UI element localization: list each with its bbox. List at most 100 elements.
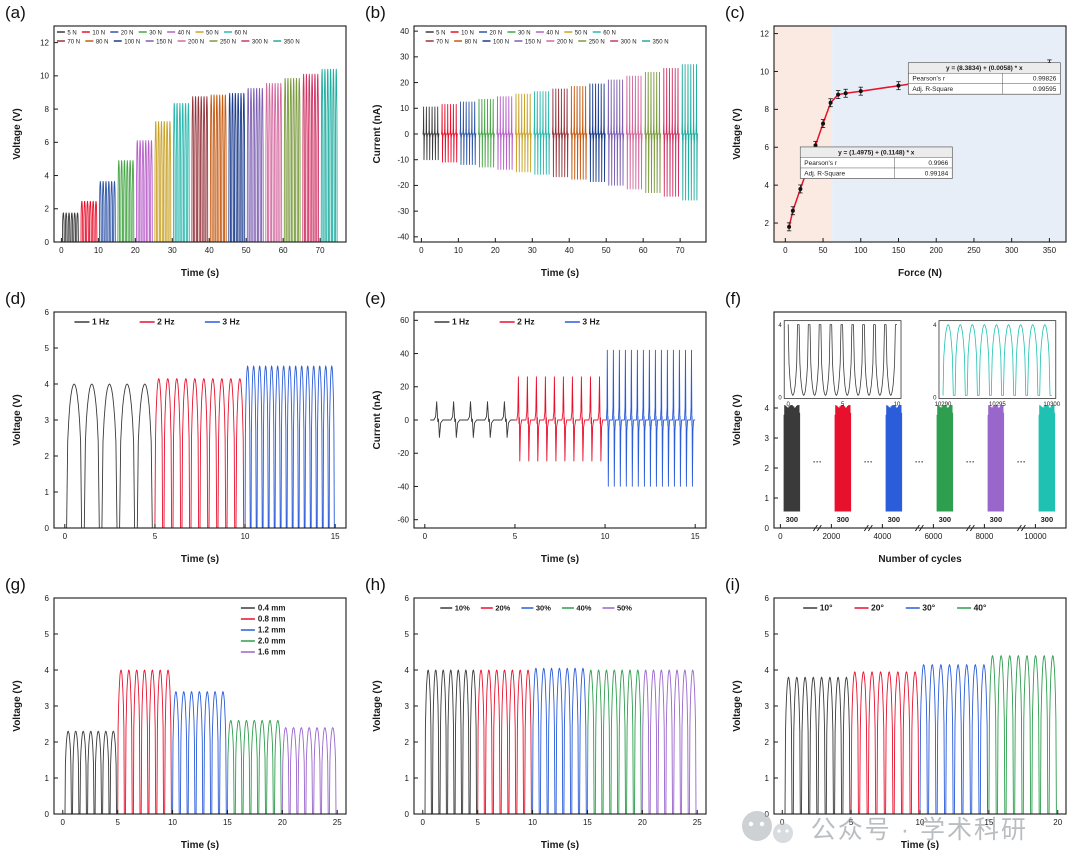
svg-text:40: 40 (400, 27, 409, 36)
svg-text:15: 15 (691, 532, 700, 541)
svg-text:300: 300 (990, 515, 1003, 524)
svg-text:150: 150 (892, 246, 906, 255)
svg-text:300: 300 (837, 515, 850, 524)
panel-a: (a) 0 10 20 30 40 50 60 70 0 2 4 6 8 10 12 Time (s) Volt… (0, 0, 360, 286)
svg-text:-20: -20 (397, 449, 409, 458)
panel-h: (h) 0 5 10 15 20 25 0 1 2 3 4 5 6 Time (s) Voltage (V)… (360, 572, 720, 858)
panel-f: (f) 300 300 300 300 300 300 ··· ··· ··· ··· ··· 4 0 0… (720, 286, 1080, 572)
svg-text:4: 4 (45, 666, 50, 675)
svg-text:30: 30 (168, 246, 177, 255)
svg-text:1 Hz: 1 Hz (92, 316, 109, 326)
watermark: 公众号 · 学术科研 (737, 808, 1028, 848)
svg-text:25: 25 (693, 818, 702, 827)
panel-a-label: (a) (5, 3, 26, 22)
svg-text:5: 5 (45, 630, 50, 639)
svg-text:0: 0 (778, 395, 782, 401)
svg-text:0: 0 (59, 246, 64, 255)
watermark-text: 公众号 · 学术科研 (810, 816, 1028, 844)
svg-text:Time (s): Time (s) (181, 268, 219, 279)
svg-text:30 N: 30 N (518, 30, 531, 36)
svg-text:300 N: 300 N (252, 39, 268, 45)
svg-text:20: 20 (491, 246, 500, 255)
svg-text:4: 4 (405, 666, 410, 675)
svg-text:5: 5 (841, 402, 845, 408)
svg-text:Voltage (V): Voltage (V) (12, 108, 23, 159)
svg-text:4: 4 (45, 171, 50, 180)
svg-text:5: 5 (115, 818, 120, 827)
svg-text:300: 300 (888, 515, 901, 524)
svg-text:1: 1 (405, 774, 410, 783)
svg-text:60 N: 60 N (603, 30, 616, 36)
svg-text:300: 300 (1005, 246, 1019, 255)
svg-text:10: 10 (400, 104, 409, 113)
svg-text:40: 40 (565, 246, 574, 255)
svg-text:15: 15 (984, 818, 993, 827)
svg-text:5 N: 5 N (67, 30, 76, 36)
svg-text:40 N: 40 N (546, 30, 559, 36)
svg-text:0.8 mm: 0.8 mm (258, 615, 286, 624)
svg-text:40°: 40° (974, 602, 987, 612)
svg-text:40: 40 (205, 246, 214, 255)
svg-text:2: 2 (45, 452, 50, 461)
panel-g-label: (g) (5, 575, 26, 594)
panel-d-label: (d) (5, 289, 26, 308)
svg-text:0.9966: 0.9966 (928, 160, 948, 167)
svg-text:250: 250 (967, 246, 981, 255)
svg-text:2: 2 (405, 738, 410, 747)
panel-b: (b) 0 10 20 30 40 50 60 70 -40 -30 -20 -10 0 10 20 30 40… (360, 0, 720, 286)
svg-text:20: 20 (1053, 818, 1062, 827)
svg-text:25: 25 (333, 818, 342, 827)
svg-text:40%: 40% (576, 603, 591, 612)
svg-text:70 N: 70 N (67, 39, 80, 45)
svg-text:10: 10 (528, 818, 537, 827)
svg-text:12: 12 (40, 38, 49, 47)
svg-text:150 N: 150 N (525, 39, 541, 45)
svg-text:20%: 20% (495, 603, 510, 612)
svg-text:y = (1.4975) + (0.1148) * x: y = (1.4975) + (0.1148) * x (838, 149, 915, 156)
svg-text:1.2 mm: 1.2 mm (258, 626, 286, 635)
svg-text:0: 0 (421, 818, 426, 827)
svg-text:Number of cycles: Number of cycles (878, 554, 962, 565)
svg-text:10: 10 (168, 818, 177, 827)
svg-text:70 N: 70 N (436, 39, 449, 45)
svg-text:-40: -40 (397, 482, 409, 491)
svg-text:350 N: 350 N (653, 39, 669, 45)
svg-text:8: 8 (765, 105, 770, 114)
svg-text:···: ··· (1017, 457, 1026, 467)
svg-text:80 N: 80 N (96, 39, 109, 45)
svg-text:-10: -10 (397, 156, 409, 165)
svg-text:250 N: 250 N (220, 39, 236, 45)
svg-text:Current (nA): Current (nA) (372, 391, 383, 450)
svg-text:-60: -60 (397, 515, 409, 524)
svg-text:Adj. R-Square: Adj. R-Square (804, 170, 845, 177)
svg-text:30°: 30° (922, 602, 935, 612)
svg-text:1.6 mm: 1.6 mm (258, 648, 286, 657)
svg-text:10: 10 (894, 402, 901, 408)
svg-text:4: 4 (45, 380, 50, 389)
svg-text:10: 10 (454, 246, 463, 255)
chart-voltage-vs-time-thickness: 0 5 10 15 20 25 0 1 2 3 4 5 6 Time (s) Voltage (V) 0.4 … (8, 582, 356, 859)
panel-f-label: (f) (725, 289, 742, 308)
panel-d: (d) 0 5 10 15 0 1 2 3 4 5 6 Time (s) Voltage (V) 1 Hz… (0, 286, 360, 572)
svg-text:0: 0 (783, 246, 788, 255)
svg-text:2: 2 (765, 738, 770, 747)
svg-text:0.99595: 0.99595 (1033, 86, 1057, 93)
svg-text:10: 10 (601, 532, 610, 541)
svg-text:50 N: 50 N (206, 30, 219, 36)
svg-text:50: 50 (242, 246, 251, 255)
svg-text:0.4 mm: 0.4 mm (258, 604, 286, 613)
panel-i-label: (i) (725, 575, 741, 594)
svg-text:60: 60 (279, 246, 288, 255)
svg-text:250 N: 250 N (589, 39, 605, 45)
svg-text:4: 4 (778, 323, 782, 329)
chart-voltage-vs-time-frequency: 0 5 10 15 0 1 2 3 4 5 6 Time (s) Voltage (V) 1 Hz 2 Hz… (8, 296, 356, 573)
svg-text:10000: 10000 (1024, 532, 1047, 541)
panel-c: (c) y = (8.3834) + (0.0058) * x Pearson's… (720, 0, 1080, 286)
svg-text:0: 0 (45, 238, 50, 247)
svg-text:20 N: 20 N (490, 30, 503, 36)
panel-i: (i) 0 5 10 15 20 0 1 2 3 4 5 6 Time (s) Voltage (V) 10… (720, 572, 1080, 858)
svg-text:40 N: 40 N (178, 30, 191, 36)
svg-text:20: 20 (400, 78, 409, 87)
svg-text:6: 6 (45, 138, 50, 147)
svg-text:8000: 8000 (975, 532, 993, 541)
